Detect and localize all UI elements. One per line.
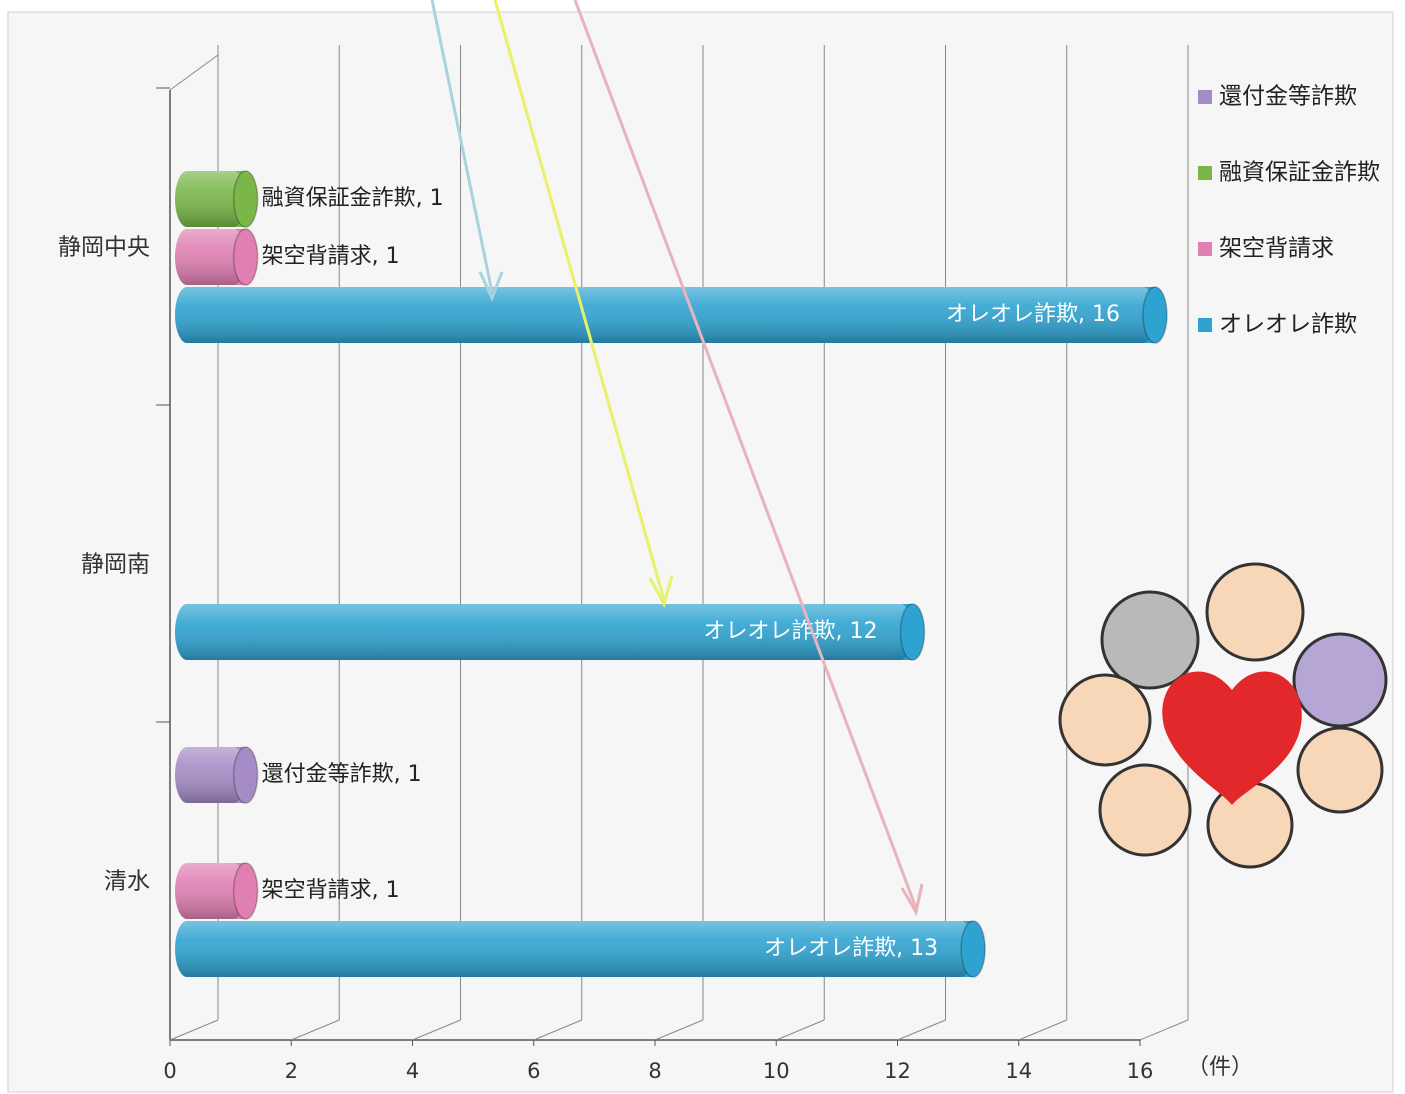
grid-floor-line <box>654 1019 704 1041</box>
grid-floor-line <box>291 1019 340 1041</box>
bar-cap-end <box>1142 286 1168 344</box>
face <box>1292 632 1388 728</box>
data-label: オレオレ詐欺, 13 <box>764 936 938 961</box>
x-tick-label: 0 <box>163 1059 176 1083</box>
heart <box>1162 671 1302 805</box>
arrow <box>493 0 674 608</box>
face <box>1058 673 1152 767</box>
grid-floor-line <box>1018 1019 1067 1041</box>
legend-label: 融資保証金詐欺 <box>1219 160 1380 186</box>
data-label: オレオレ詐欺, 16 <box>946 302 1120 327</box>
face <box>1296 726 1384 814</box>
legend-label: オレオレ詐欺 <box>1219 312 1357 338</box>
bar-shade <box>175 863 246 919</box>
face <box>1206 781 1294 869</box>
grid-floor-line <box>897 1019 946 1041</box>
bar-shade <box>175 287 1155 343</box>
x-tick-label: 8 <box>648 1059 661 1083</box>
face <box>1205 562 1305 662</box>
x-tick-label: 6 <box>527 1059 540 1083</box>
data-label: 架空背請求, 1 <box>262 244 400 269</box>
bar-shade <box>175 229 246 285</box>
legend-label: 還付金等詐欺 <box>1219 84 1357 110</box>
bar-cap-end <box>232 746 259 804</box>
legend-swatch <box>1198 242 1212 256</box>
x-tick-label: 10 <box>763 1059 790 1083</box>
bar-shade <box>175 747 246 803</box>
bar-shade <box>175 171 246 227</box>
bar-cap-end <box>232 228 259 286</box>
x-tick-label: 4 <box>406 1059 419 1083</box>
data-label: 架空背請求, 1 <box>262 878 400 903</box>
y-tick-label: 清水 <box>104 869 150 895</box>
legend-label: 架空背請求 <box>1219 236 1334 262</box>
illustration <box>1058 562 1388 869</box>
x-axis-label: （件） <box>1187 1055 1253 1080</box>
grid-floor-line <box>776 1019 825 1041</box>
grid-floor-line <box>1139 1019 1189 1041</box>
x-tick-label: 14 <box>1005 1059 1032 1083</box>
bar-cap-end <box>232 862 259 920</box>
bar-cap-end <box>960 920 986 978</box>
x-tick-label: 16 <box>1127 1059 1154 1083</box>
arrow <box>430 0 504 302</box>
legend-swatch <box>1198 166 1212 180</box>
face <box>1098 763 1192 857</box>
x-tick-label: 12 <box>884 1059 911 1083</box>
y-tick-label: 静岡中央 <box>58 235 150 261</box>
grid-floor-line <box>533 1019 582 1041</box>
x-tick-label: 2 <box>285 1059 298 1083</box>
arrow <box>573 0 924 917</box>
legend-swatch <box>1198 318 1212 332</box>
data-label: 還付金等詐欺, 1 <box>262 762 422 787</box>
grid-floor-line <box>169 1019 219 1041</box>
bar-shade <box>175 604 913 660</box>
depth-edge <box>169 54 219 91</box>
bar-shade <box>175 921 974 977</box>
data-label: オレオレ詐欺, 12 <box>704 619 878 644</box>
annotation-arrows <box>430 0 924 917</box>
bar-cap-end <box>899 603 926 661</box>
grid-floor-line <box>412 1019 461 1041</box>
y-tick-label: 静岡南 <box>81 552 150 578</box>
legend-swatch <box>1198 90 1212 104</box>
data-label: 融資保証金詐欺, 1 <box>262 186 444 211</box>
face <box>1100 590 1200 690</box>
bar-cap-end <box>232 170 259 228</box>
